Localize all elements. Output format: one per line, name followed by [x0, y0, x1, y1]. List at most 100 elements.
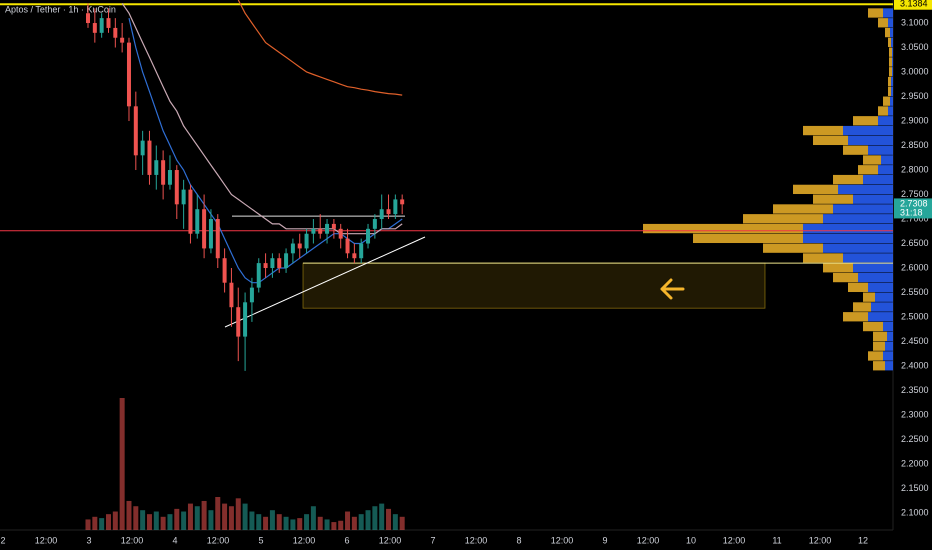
candle-body: [147, 140, 152, 175]
volume-bar: [379, 503, 385, 530]
x-tick-label: 2: [0, 535, 5, 545]
volume-bar: [290, 519, 296, 530]
candle-body: [297, 243, 302, 249]
profile-bar: [813, 194, 853, 204]
volume-bar: [126, 500, 132, 530]
volume-bar: [187, 503, 193, 530]
profile-bar: [868, 312, 893, 322]
volume-bar: [310, 506, 316, 530]
profile-bar: [875, 292, 893, 302]
profile-bar: [863, 321, 883, 332]
profile-bar: [833, 204, 893, 214]
volume-bar: [276, 514, 282, 530]
profile-bar: [803, 223, 893, 234]
candle-body: [249, 287, 254, 303]
y-tick-label: 2.3500: [901, 385, 929, 395]
arrow-icon: [660, 278, 685, 300]
countdown-label: 31:18: [900, 207, 923, 217]
y-tick-label: 2.6500: [901, 238, 929, 248]
profile-bar: [843, 145, 868, 155]
volume-bar: [174, 508, 180, 530]
profile-bar: [743, 214, 823, 224]
x-tick-label: 5: [258, 535, 263, 545]
profile-bar: [891, 86, 893, 97]
profile-bar: [793, 184, 838, 195]
volume-bar: [99, 518, 105, 530]
candle-body: [304, 233, 309, 249]
profile-bar: [873, 341, 885, 351]
x-tick-label: 12:00: [465, 535, 488, 545]
profile-bar: [888, 86, 891, 97]
candle-body: [311, 228, 316, 234]
volume-bar: [181, 511, 187, 530]
profile-bar: [888, 76, 891, 87]
profile-bar: [891, 76, 893, 87]
profile-bar: [853, 116, 878, 126]
candle-body: [222, 258, 227, 283]
profile-bar: [889, 57, 892, 67]
candle-body: [161, 160, 166, 185]
profile-bar: [863, 174, 893, 185]
candle-body: [229, 282, 234, 308]
profile-bar: [878, 165, 893, 175]
profile-bar: [843, 125, 893, 136]
profile-bar: [878, 116, 893, 126]
zone: [302, 262, 766, 309]
profile-bar: [883, 351, 893, 361]
profile-bar: [881, 155, 893, 165]
profile-bar: [873, 361, 885, 371]
x-tick-label: 12:00: [809, 535, 832, 545]
profile-bar: [885, 341, 893, 351]
volume-bar: [235, 498, 241, 530]
profile-bar: [693, 233, 803, 244]
profile-bar: [888, 18, 893, 28]
y-tick-label: 3.0000: [901, 66, 929, 76]
y-tick-label: 2.9000: [901, 115, 929, 125]
volume-bar: [146, 514, 152, 530]
profile-bar: [853, 194, 893, 204]
profile-bar: [889, 67, 892, 77]
profile-bar: [885, 27, 890, 38]
volume-bar: [372, 506, 378, 530]
candle-body: [113, 27, 118, 38]
y-tick-label: 2.1000: [901, 507, 929, 517]
profile-bar: [868, 8, 883, 18]
volume-bar: [256, 514, 262, 530]
volume-bar: [358, 514, 364, 530]
candle-body: [325, 223, 330, 234]
profile-bar: [892, 57, 893, 67]
volume-bar: [269, 510, 275, 530]
profile-bar: [863, 155, 881, 165]
candle-body: [208, 219, 213, 249]
volume-bar: [133, 506, 139, 530]
candle-body: [372, 219, 377, 229]
y-tick-label: 2.9500: [901, 91, 929, 101]
profile-bar: [878, 18, 888, 28]
candle-body: [352, 253, 357, 259]
profile-bar: [888, 37, 891, 48]
profile-bar: [888, 106, 893, 116]
profile-bar: [833, 174, 863, 185]
candle-body: [181, 189, 186, 205]
price-badge-label: 3.1384: [900, 0, 928, 9]
profile-bar: [803, 125, 843, 136]
candle-body: [99, 18, 104, 33]
chart-title: Aptos / Tether · 1h · KuCoin: [5, 4, 116, 14]
volume-bar: [208, 510, 214, 530]
candle-body: [263, 263, 268, 269]
candle-body: [174, 170, 179, 205]
volume-bar: [263, 516, 269, 530]
profile-bar: [823, 214, 893, 224]
candle-body: [331, 223, 336, 229]
candle-body: [86, 13, 90, 24]
x-tick-label: 12: [858, 535, 868, 545]
profile-bar: [890, 27, 893, 38]
profile-bar: [823, 263, 853, 273]
profile-bar: [858, 272, 893, 283]
x-tick-label: 8: [516, 535, 521, 545]
x-tick-label: 11: [772, 535, 781, 545]
volume-bar: [222, 503, 228, 530]
candle-body: [106, 18, 111, 28]
candle-body: [256, 263, 261, 288]
profile-bar: [843, 312, 868, 322]
